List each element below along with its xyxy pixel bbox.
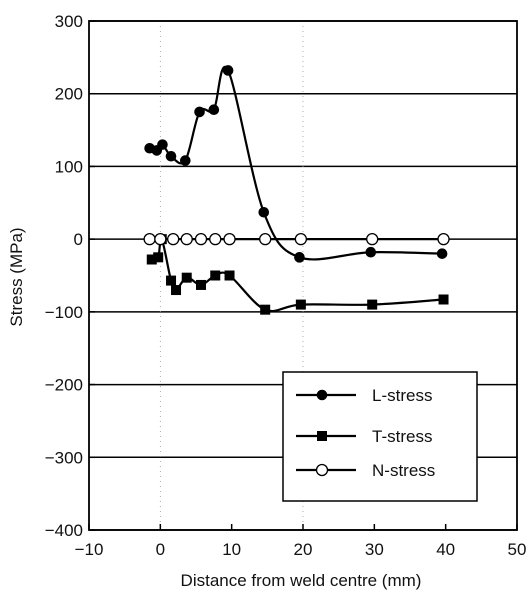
x-tick-label: 20 [294,540,313,559]
series-l-stress [144,65,448,263]
data-point-n-stress [154,232,167,246]
data-point-l-stress [436,248,448,259]
data-point-t-stress [367,299,378,310]
series-n-stress [143,232,450,246]
y-tick-label: −100 [45,303,83,322]
data-point-n-stress [167,232,180,246]
y-tick-label: −300 [45,448,83,467]
x-tick-label: 50 [508,540,527,559]
y-tick-label: −400 [45,521,83,540]
data-point-t-stress [181,272,192,283]
data-point-l-stress [180,155,191,166]
data-point-n-stress [259,232,272,246]
data-point-t-stress [210,270,221,281]
x-tick-label: −10 [75,540,104,559]
data-point-l-stress [194,106,205,118]
x-tick-label: 0 [156,540,165,559]
series-layer [143,65,450,315]
legend-item-n-stress: N-stress [296,461,435,480]
data-point-l-stress [258,206,270,218]
legend-item-t-stress: T-stress [296,427,432,446]
legend-label-l-stress: L-stress [372,386,432,405]
x-tick-label: 40 [436,540,455,559]
x-tick-label: 10 [222,540,241,559]
data-point-l-stress [365,246,377,258]
data-point-t-stress [166,275,177,286]
y-tick-label: 300 [55,12,83,31]
data-point-t-stress [438,294,449,305]
y-tick-label: −200 [45,376,83,395]
series-t-stress [146,234,449,315]
legend-item-l-stress: L-stress [296,386,432,405]
data-point-l-stress [222,65,234,76]
legend: L-stress T-stress N-stress [282,371,478,502]
legend-label-t-stress: T-stress [372,427,432,446]
y-tick-label: 0 [74,230,83,249]
data-point-n-stress [223,232,236,246]
data-point-l-stress [294,252,305,263]
y-tick-label: 100 [55,157,83,176]
x-axis-label: Distance from weld centre (mm) [181,571,422,590]
legend-marker-l-stress [316,389,328,401]
legend-marker-n-stress [315,463,329,477]
data-point-l-stress [165,150,177,162]
y-tick-label: 200 [55,85,83,104]
data-point-n-stress [209,232,222,246]
x-tick-label: 30 [365,540,384,559]
legend-marker-t-stress [317,431,327,441]
data-point-n-stress [180,232,193,246]
data-point-n-stress [437,232,450,246]
data-point-l-stress [208,104,220,116]
y-axis-label: Stress (MPa) [7,227,26,326]
data-point-t-stress [153,252,164,263]
data-point-l-stress [157,139,168,150]
data-point-t-stress [171,285,182,296]
series-line-l-stress [149,65,443,261]
data-point-n-stress [143,232,156,246]
data-point-t-stress [195,279,206,290]
legend-label-n-stress: N-stress [372,461,435,480]
data-point-n-stress [194,232,208,246]
data-point-n-stress [366,232,379,246]
data-point-t-stress [295,299,306,310]
data-point-t-stress [224,270,235,281]
data-point-n-stress [294,232,308,246]
data-point-t-stress [260,304,271,315]
